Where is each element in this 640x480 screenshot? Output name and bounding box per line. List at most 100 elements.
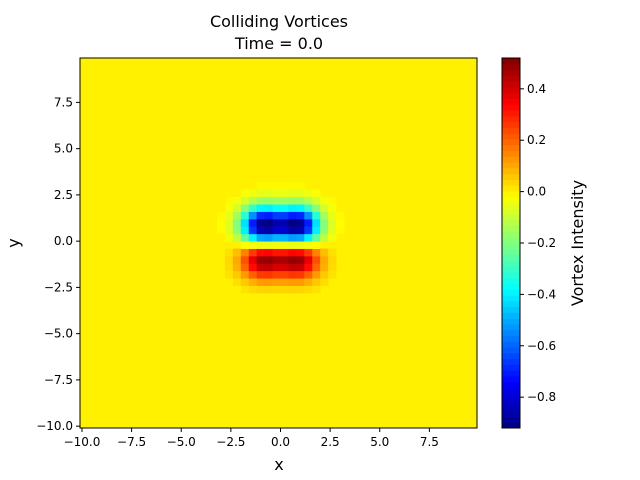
heatmap-cell — [280, 181, 289, 190]
x-tick-label: 0.0 — [271, 435, 290, 449]
heatmap-cell — [280, 218, 289, 227]
heatmap-cell — [256, 285, 265, 294]
colorbar-segment — [502, 300, 520, 308]
colorbar-segment — [502, 283, 520, 290]
heatmap-cell — [272, 278, 281, 286]
heatmap-cell — [288, 285, 297, 294]
colorbar-segment — [502, 306, 520, 313]
heatmap-cell — [248, 218, 258, 227]
colorbar-segment — [502, 375, 520, 383]
heatmap-cell — [288, 211, 297, 220]
colorbar-segment — [502, 416, 520, 423]
heatmap-cell — [264, 181, 273, 190]
heatmap-cell — [280, 233, 289, 242]
y-tick-label: −5.0 — [44, 327, 73, 341]
y-tick-label: 2.5 — [54, 188, 73, 202]
heatmap-cell — [304, 241, 313, 249]
heatmap-cell — [296, 226, 305, 235]
heatmap-cell — [280, 248, 289, 257]
heatmap-cell — [304, 204, 313, 212]
heatmap-cell — [280, 255, 289, 264]
heatmap-cell — [296, 189, 305, 198]
colorbar-segment — [502, 127, 520, 134]
colorbar-segment — [502, 115, 520, 123]
heatmap-cell — [264, 218, 273, 227]
colorbar-segment — [502, 312, 520, 319]
heatmap-cell — [264, 196, 273, 205]
heatmap-cell — [240, 270, 250, 279]
heatmap-cell — [264, 285, 273, 294]
colorbar-segment — [502, 318, 520, 325]
heatmap-cell — [264, 255, 273, 264]
heatmap-cell — [272, 233, 281, 242]
heatmap-cell — [264, 189, 273, 198]
colorbar-segment — [502, 173, 520, 180]
colorbar-segment — [502, 75, 520, 82]
y-tick-label: 0.0 — [54, 234, 73, 248]
heatmap-cell — [304, 226, 313, 235]
heatmap-cell — [288, 263, 297, 272]
heatmap-cell — [240, 196, 250, 205]
heatmap-cell — [232, 278, 242, 286]
colorbar-segment — [502, 335, 520, 342]
heatmap-cell — [312, 233, 321, 242]
heatmap-cell — [304, 248, 313, 257]
heatmap-cell — [256, 270, 265, 279]
heatmap-cell — [280, 278, 289, 286]
colorbar-segment — [502, 150, 520, 157]
heatmap-cell — [232, 263, 242, 272]
heatmap-cell — [280, 241, 289, 249]
heatmap-cell — [320, 196, 329, 205]
heatmap-cell — [304, 255, 313, 264]
heatmap-cell — [280, 270, 289, 279]
heatmap-cell — [264, 233, 273, 242]
colorbar-segment — [502, 219, 520, 227]
colorbar-segment — [502, 410, 520, 417]
heatmap-cell — [328, 196, 337, 205]
heatmap-cell — [280, 189, 289, 198]
heatmap-cell — [248, 263, 258, 272]
heatmap-cell — [224, 233, 234, 242]
heatmap-cell — [232, 233, 242, 242]
colorbar-segment — [502, 243, 520, 250]
colorbar-tick-label: 0.2 — [527, 133, 546, 147]
heatmap-cell — [216, 226, 226, 235]
heatmap-cell — [256, 278, 265, 286]
colorbar-segment — [502, 381, 520, 389]
heatmap-cell — [272, 248, 281, 257]
heatmap-cell — [272, 241, 281, 249]
heatmap-cell — [288, 204, 297, 212]
colorbar-ticks: −0.8 −0.6 −0.4 −0.2 0.0 0.2 0.4 — [520, 82, 556, 404]
heatmap-cell — [312, 263, 321, 272]
colorbar-segment — [502, 370, 520, 377]
colorbar-segment — [502, 138, 520, 146]
x-tick-label: −10.0 — [64, 435, 101, 449]
heatmap-cell — [248, 204, 258, 212]
heatmap-cell — [320, 263, 329, 272]
heatmap-cell — [232, 218, 242, 227]
heatmap-cell — [296, 285, 305, 294]
heatmap-cell — [288, 226, 297, 235]
heatmap-cell — [336, 211, 345, 220]
heatmap-cell — [288, 181, 297, 190]
colorbar-segment — [502, 58, 520, 65]
colorbar-segment — [502, 248, 520, 256]
heatmap-cell — [288, 241, 297, 249]
heatmap-cell — [224, 196, 234, 205]
colorbar-segment — [502, 358, 520, 365]
heatmap-cell — [232, 226, 242, 235]
heatmap-cell — [296, 270, 305, 279]
y-axis-label: y — [4, 238, 23, 247]
y-tick-label: 5.0 — [54, 142, 73, 156]
heatmap-cell — [304, 263, 313, 272]
heatmap-cell — [320, 204, 329, 212]
heatmap-cell — [248, 285, 258, 294]
heatmap-cell — [232, 204, 242, 212]
heatmap-cell — [240, 226, 250, 235]
y-tick-label: −7.5 — [44, 373, 73, 387]
heatmap-cell — [288, 218, 297, 227]
heatmap-cell — [232, 248, 242, 257]
colorbar-segment — [502, 399, 520, 406]
colorbar-tick-label: 0.0 — [527, 185, 546, 199]
heatmap-cell — [280, 211, 289, 220]
